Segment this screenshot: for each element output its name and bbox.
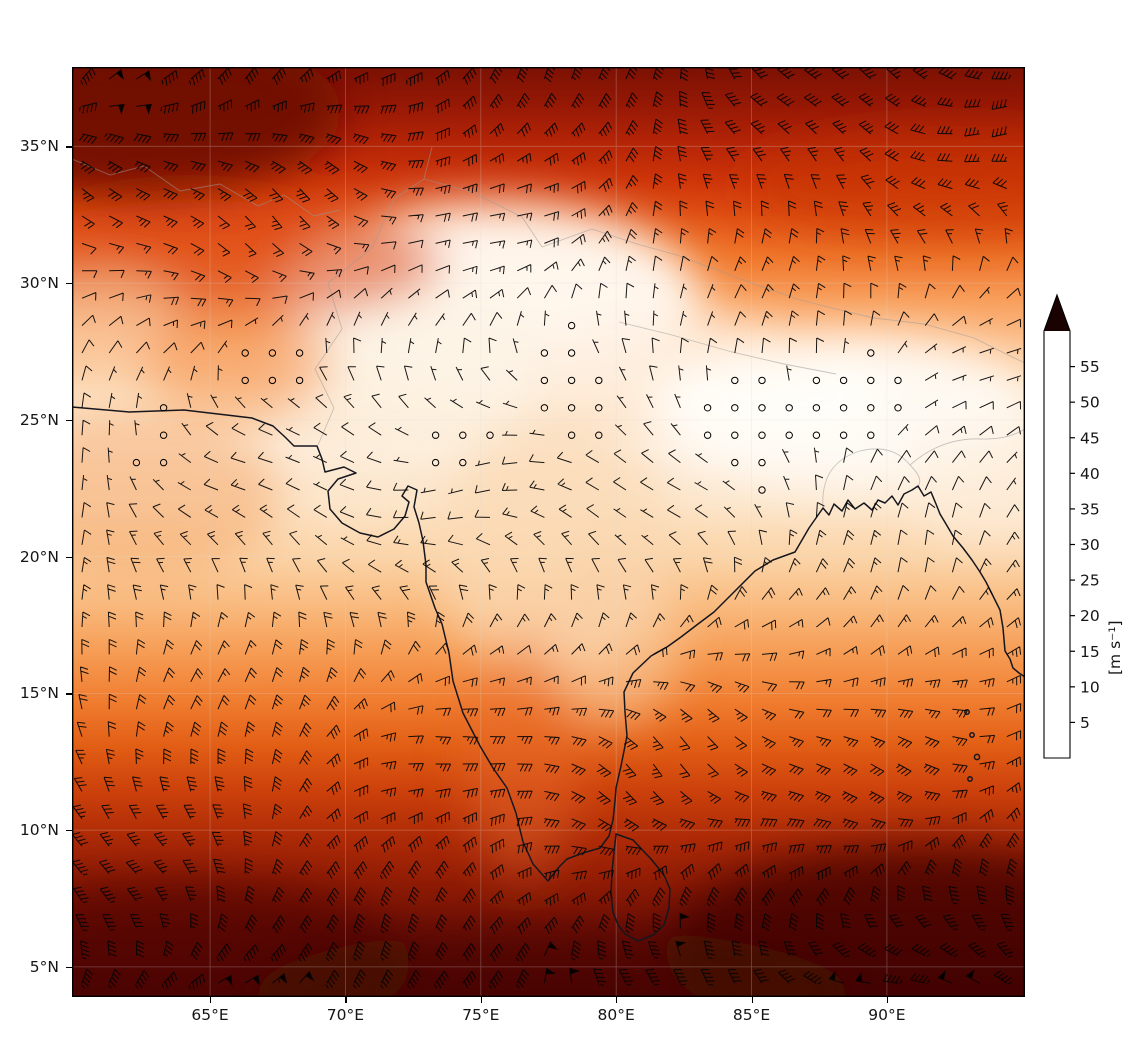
x-tick-label: 85°E (732, 1006, 771, 1024)
x-tick-mark (751, 997, 753, 1003)
shear-field-features (72, 67, 1025, 997)
colorbar-tick-label: 5 (1080, 714, 1090, 732)
calm-wind-circles (132, 321, 902, 494)
x-tick-mark (210, 997, 212, 1003)
colorbar-tick-label: 25 (1080, 572, 1100, 590)
x-tick-label: 75°E (462, 1006, 500, 1024)
y-tick-mark (66, 830, 72, 832)
colorbar-label: [m s⁻¹] (1106, 620, 1124, 675)
islands (964, 709, 981, 782)
colorbar-extend-arrow (1044, 295, 1070, 331)
y-tick-mark (66, 966, 72, 969)
x-tick-label: 70°E (326, 1006, 365, 1024)
y-tick-mark (66, 146, 72, 148)
x-tick-mark (616, 997, 618, 1003)
colorbar-tick-label: 50 (1080, 394, 1100, 412)
y-tick-label: 15°N (19, 684, 59, 703)
colorbar-tick-label: 10 (1080, 678, 1100, 696)
wind-barbs (72, 67, 1022, 990)
graticule (72, 67, 1025, 997)
wind-barbs-layer (72, 67, 1022, 990)
y-tick-mark (66, 283, 72, 285)
colorbar: 5 10 15 20 25 30 35 40 45 50 55 (1043, 293, 1144, 764)
x-tick-mark (886, 997, 889, 1003)
x-tick-label: 80°E (597, 1006, 635, 1024)
y-tick-label: 10°N (19, 821, 59, 840)
y-tick-label: 25°N (19, 410, 59, 429)
x-tick-label: 90°E (868, 1006, 906, 1024)
shear-map (72, 67, 1025, 997)
colorbar-ticks (1070, 365, 1075, 724)
x-tick-mark (480, 997, 483, 1003)
y-tick-mark (66, 693, 72, 695)
x-tick-mark (345, 997, 347, 1003)
y-tick-label: 30°N (19, 274, 59, 293)
country-borders (72, 146, 1025, 509)
colorbar-outline (1043, 293, 1071, 759)
colorbar-tick-label: 15 (1080, 643, 1100, 661)
colorbar-tick-label: 45 (1080, 429, 1100, 447)
colorbar-tick-label: 20 (1080, 607, 1100, 625)
colorbar-tick-label: 55 (1080, 358, 1100, 376)
colorbar-tick-label: 40 (1080, 465, 1100, 483)
y-tick-label: 5°N (29, 957, 59, 976)
plot-frame (72, 67, 1025, 997)
colorbar-tick-label: 35 (1080, 500, 1100, 518)
x-tick-label: 65°E (191, 1006, 229, 1024)
colorbar-svg: 5 10 15 20 25 30 35 40 45 50 55 (1043, 293, 1100, 759)
y-tick-label: 20°N (19, 547, 59, 566)
coastline-india (72, 406, 1025, 882)
y-axis: 35°N 30°N 25°N 20°N 15°N 10°N 5°N (0, 67, 72, 997)
x-axis: 65°E 70°E 75°E 80°E 85°E 90°E (72, 997, 1025, 1037)
coastline-sri-lanka (610, 833, 671, 942)
colorbar-tick-label: 30 (1080, 536, 1100, 554)
coastlines (72, 406, 1025, 942)
y-tick-mark (66, 556, 72, 558)
y-tick-label: 35°N (19, 137, 59, 156)
y-tick-mark (66, 419, 72, 422)
map-panel (72, 67, 1025, 997)
colorbar-tick-labels: 5 10 15 20 25 30 35 40 45 50 55 (1080, 358, 1100, 732)
colorbar-gradient (1044, 331, 1070, 758)
